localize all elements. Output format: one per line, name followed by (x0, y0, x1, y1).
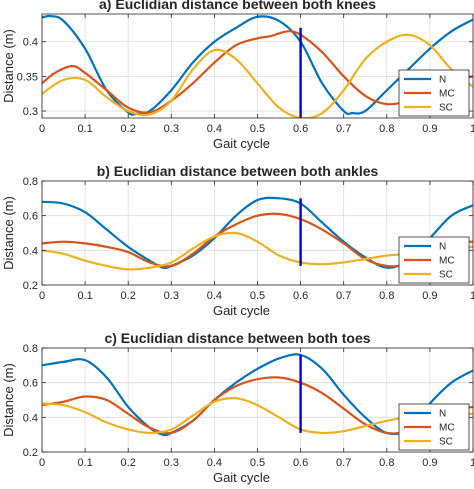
x-tick-label: 0.7 (336, 457, 351, 469)
x-tick-label: 1 (470, 123, 474, 135)
y-tick-label: 0.2 (23, 447, 38, 459)
x-tick-label: 0.3 (164, 457, 179, 469)
x-tick-label: 0.2 (121, 123, 136, 135)
x-tick-label: 0.6 (293, 290, 308, 302)
x-tick-label: 0.3 (164, 290, 179, 302)
x-tick-label: 0.9 (422, 290, 437, 302)
legend-label-mc: MC (439, 423, 455, 434)
chart-title: c) Euclidian distance between both toes (104, 330, 370, 346)
legend-label-mc: MC (439, 256, 455, 267)
legend: N MC SC (398, 236, 470, 284)
x-tick-label: 0.4 (207, 123, 222, 135)
y-axis-label: Distance (m) (1, 196, 16, 270)
x-tick-label: 0.5 (250, 457, 265, 469)
x-tick-label: 1 (470, 290, 474, 302)
x-tick-label: 0.8 (379, 123, 394, 135)
x-tick-label: 0.5 (250, 123, 265, 135)
x-tick-label: 0.2 (121, 457, 136, 469)
y-tick-label: 0.3 (23, 106, 38, 118)
legend-label-sc: SC (439, 103, 453, 114)
series-line-n (42, 14, 473, 116)
x-tick-label: 0.7 (336, 123, 351, 135)
y-tick-label: 0.8 (23, 176, 38, 188)
y-tick-label: 0.2 (23, 280, 38, 292)
chart-panel-2: 0 0.1 0.2 0.3 0.4 0.5 0.6 0.7 0.8 0.9 1 0.2 0.4 0.6 0.… (1, 163, 474, 318)
chart-panel-3: 0 0.1 0.2 0.3 0.4 0.5 0.6 0.7 0.8 0.9 1 0.2 0.4 0.6 0.… (1, 330, 474, 485)
legend-label-n: N (439, 409, 446, 420)
x-tick-label: 0.1 (77, 123, 92, 135)
legend-label-sc: SC (439, 270, 453, 281)
x-tick-label: 0.4 (207, 457, 222, 469)
x-tick-label: 0.9 (422, 457, 437, 469)
legend-label-n: N (439, 242, 446, 253)
x-tick-label: 0.8 (379, 457, 394, 469)
x-tick-label: 0.8 (379, 290, 394, 302)
legend-label-n: N (439, 75, 446, 86)
x-tick-label: 0 (39, 123, 45, 135)
y-tick-label: 0.6 (23, 211, 38, 223)
y-tick-label: 0.4 (23, 245, 38, 257)
x-tick-label: 0.6 (293, 123, 308, 135)
series-line-mc (42, 30, 473, 114)
x-tick-label: 0.5 (250, 290, 265, 302)
series-lines (42, 14, 473, 118)
y-tick-label: 0.4 (23, 412, 38, 424)
legend: N MC SC (398, 403, 470, 451)
x-axis-label: Gait cycle (213, 136, 270, 151)
legend: N MC SC (398, 69, 470, 117)
x-axis-label: Gait cycle (213, 470, 270, 485)
x-tick-label: 0 (39, 457, 45, 469)
chart-title: b) Euclidian distance between both ankle… (97, 163, 379, 179)
x-tick-label: 0.1 (77, 290, 92, 302)
x-axis-label: Gait cycle (213, 303, 270, 318)
legend-label-mc: MC (439, 89, 455, 100)
x-tick-label: 0.6 (293, 457, 308, 469)
x-tick-label: 0.4 (207, 290, 222, 302)
y-axis-label: Distance (m) (1, 363, 16, 437)
x-tick-label: 1 (470, 457, 474, 469)
x-tick-label: 0.1 (77, 457, 92, 469)
y-tick-label: 0.35 (17, 71, 38, 83)
x-tick-label: 0 (39, 290, 45, 302)
legend-label-sc: SC (439, 437, 453, 448)
y-tick-label: 0.4 (23, 37, 38, 49)
y-axis-label: Distance (m) (1, 29, 16, 103)
chart-title: a) Euclidian distance between both knees (99, 0, 376, 12)
x-tick-label: 0.7 (336, 290, 351, 302)
y-tick-label: 0.6 (23, 378, 38, 390)
y-tick-label: 0.8 (23, 343, 38, 355)
series-line-sc (42, 33, 473, 118)
x-tick-label: 0.9 (422, 123, 437, 135)
x-tick-label: 0.2 (121, 290, 136, 302)
chart-panel-1: 0 0.1 0.2 0.3 0.4 0.5 0.6 0.7 0.8 0.9 1 0.3 0.35 0.4 a… (1, 0, 474, 151)
x-tick-label: 0.3 (164, 123, 179, 135)
